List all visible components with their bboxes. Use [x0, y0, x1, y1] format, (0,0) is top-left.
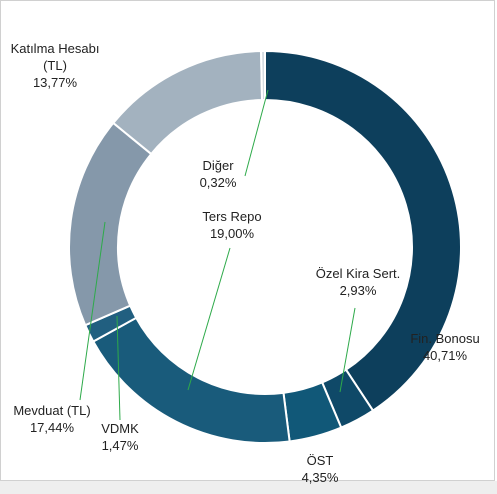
value-label: 13,77% [32, 75, 78, 90]
category-label: Katılma Hesabı (TL) [10, 41, 100, 73]
category-label: Mevduat (TL) [13, 403, 91, 418]
data-label: Mevduat (TL) 17,44% [2, 402, 102, 436]
data-label: Katılma Hesabı (TL) 13,77% [10, 40, 100, 91]
value-label: 0,32% [199, 175, 237, 190]
bottom-band [0, 481, 497, 494]
value-label: 19,00% [209, 226, 255, 241]
data-label: Fin. Bonosu 40,71% [390, 330, 497, 364]
value-label: 4,35% [301, 470, 339, 485]
leader-line [244, 89, 269, 177]
data-label: ÖST 4,35% [290, 452, 350, 486]
data-label: Diğer 0,32% [188, 157, 248, 191]
leader-line [79, 221, 106, 401]
value-label: 2,93% [339, 283, 377, 298]
leader-line [116, 315, 121, 421]
category-label: Özel Kira Sert. [315, 266, 401, 281]
category-label: VDMK [101, 421, 139, 436]
data-label: Özel Kira Sert. 2,93% [298, 265, 418, 299]
donut-segment [260, 49, 266, 102]
donut-segment [111, 50, 264, 156]
data-label: Ters Repo 19,00% [182, 208, 282, 242]
value-label: 1,47% [101, 438, 139, 453]
donut-segment [68, 121, 153, 327]
donut-segment [264, 49, 462, 412]
category-label: Ters Repo [202, 209, 262, 224]
data-label: VDMK 1,47% [90, 420, 150, 454]
category-label: Fin. Bonosu [410, 331, 480, 346]
value-label: 17,44% [29, 420, 75, 435]
category-label: ÖST [306, 453, 334, 468]
value-label: 40,71% [422, 348, 468, 363]
category-label: Diğer [202, 158, 234, 173]
leader-line [187, 247, 231, 391]
frame [0, 0, 495, 481]
leader-line [339, 307, 356, 393]
